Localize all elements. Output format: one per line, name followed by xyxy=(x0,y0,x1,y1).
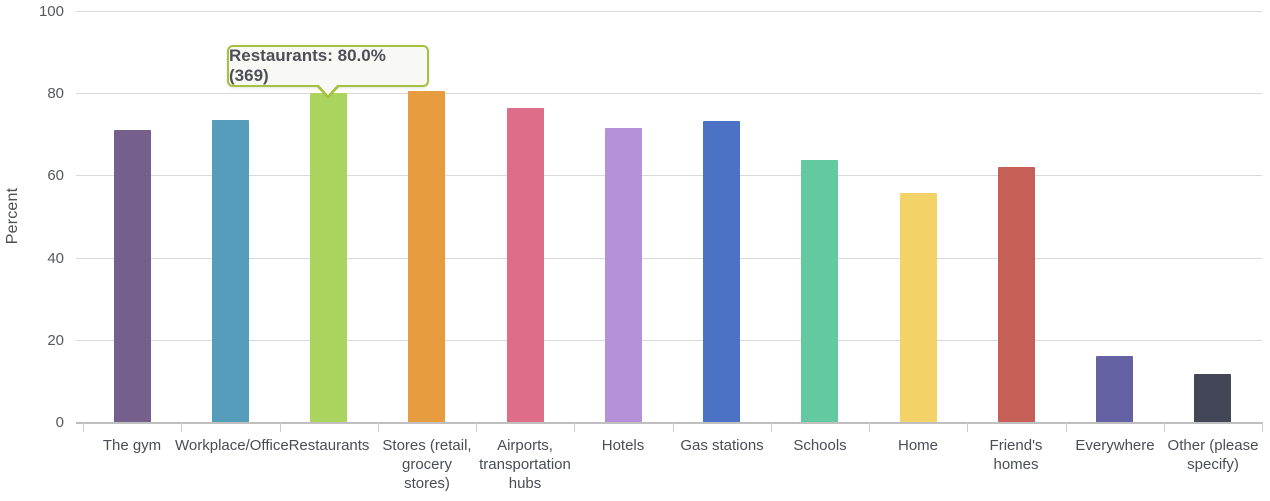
x-axis-tick xyxy=(280,422,281,432)
bar-friend-s-homes[interactable] xyxy=(998,167,1035,422)
x-axis-tick xyxy=(574,422,575,432)
category-label-everywhere: Everywhere xyxy=(1075,437,1155,454)
gridline-40 xyxy=(76,258,1262,259)
category-label-other-please-specify: Other (please specify) xyxy=(1167,437,1259,473)
bar-workplace-office[interactable] xyxy=(212,120,249,422)
bar-everywhere[interactable] xyxy=(1096,356,1133,422)
category-label-friend-s-homes: Friend's homes xyxy=(989,437,1043,473)
gridline-80 xyxy=(76,93,1262,94)
category-label-gas-stations: Gas stations xyxy=(680,437,764,454)
bar-restaurants[interactable] xyxy=(310,93,347,422)
bar-gas-stations[interactable] xyxy=(703,121,740,422)
x-axis-line xyxy=(76,422,1262,424)
bar-other-please-specify[interactable] xyxy=(1194,374,1231,422)
y-tick-label-0: 0 xyxy=(55,414,64,431)
tooltip-text: Restaurants: 80.0% (369) xyxy=(229,46,386,85)
y-tick-label-100: 100 xyxy=(38,3,64,20)
category-label-hotels: Hotels xyxy=(601,437,645,454)
y-tick-label-20: 20 xyxy=(47,332,64,349)
x-axis-tick xyxy=(1066,422,1067,432)
x-axis-tick xyxy=(869,422,870,432)
x-axis-tick xyxy=(967,422,968,432)
category-label-workplace-office: Workplace/Office xyxy=(175,437,289,454)
gridline-20 xyxy=(76,340,1262,341)
x-axis-tick xyxy=(1262,422,1263,432)
x-axis-tick xyxy=(673,422,674,432)
bar-airports-transportation-hubs[interactable] xyxy=(507,108,544,422)
x-axis-tick xyxy=(83,422,84,432)
tooltip-pointer-fill xyxy=(318,84,338,95)
category-label-the-gym: The gym xyxy=(102,437,162,454)
x-axis-tick xyxy=(476,422,477,432)
gridline-60 xyxy=(76,175,1262,176)
bar-schools[interactable] xyxy=(801,160,838,422)
x-axis-tick xyxy=(771,422,772,432)
category-label-restaurants: Restaurants xyxy=(288,437,370,454)
y-axis-title: Percent xyxy=(4,187,21,245)
y-tick-label-60: 60 xyxy=(47,167,64,184)
x-axis-tick xyxy=(1164,422,1165,432)
bar-stores-retail-grocery-stores[interactable] xyxy=(408,91,445,422)
gridline-100 xyxy=(76,11,1262,12)
bar-home[interactable] xyxy=(900,193,937,422)
x-axis-tick xyxy=(181,422,182,432)
tooltip: Restaurants: 80.0% (369) xyxy=(227,45,429,87)
bar-the-gym[interactable] xyxy=(114,130,151,422)
category-label-airports-transportation-hubs: Airports, transportation hubs xyxy=(479,437,571,492)
category-label-schools: Schools xyxy=(793,437,847,454)
category-label-stores-retail-grocery-stores: Stores (retail, grocery stores) xyxy=(382,437,472,492)
y-tick-label-80: 80 xyxy=(47,85,64,102)
category-label-home: Home xyxy=(897,437,938,454)
bar-hotels[interactable] xyxy=(605,128,642,422)
y-tick-label-40: 40 xyxy=(47,250,64,267)
x-axis-tick xyxy=(378,422,379,432)
